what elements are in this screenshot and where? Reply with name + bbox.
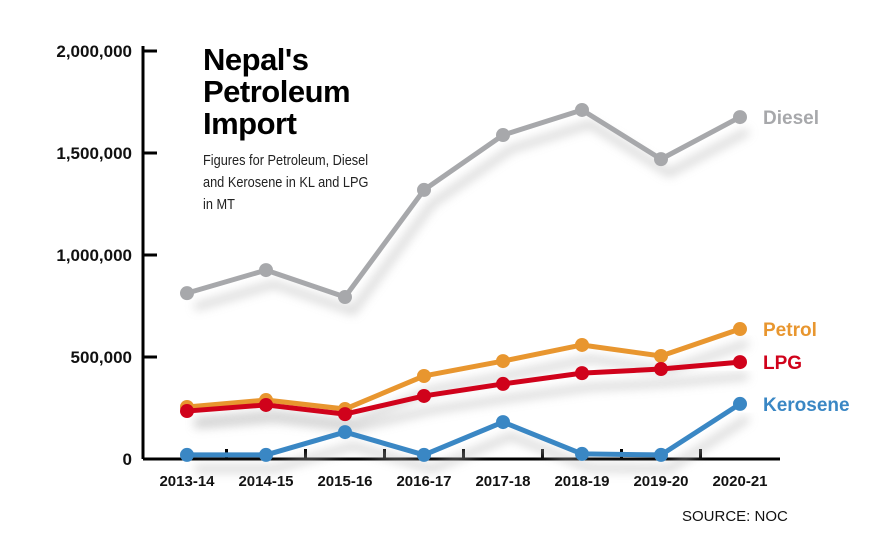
data-point-petrol	[417, 368, 431, 383]
data-point-lpg	[496, 376, 510, 391]
x-tick-label: 2018-19	[554, 473, 609, 490]
legend-label-petrol: Petrol	[763, 320, 817, 341]
data-point-lpg	[338, 407, 352, 422]
data-point-kerosene	[496, 415, 510, 430]
data-point-lpg	[180, 404, 194, 419]
data-point-kerosene	[733, 396, 747, 411]
y-tick-label: 1,500,000	[56, 144, 132, 163]
data-point-diesel	[496, 128, 510, 143]
source-note: SOURCE: NOC	[682, 508, 788, 525]
data-point-kerosene	[575, 446, 589, 461]
y-tick-label: 1,000,000	[56, 246, 132, 265]
series-shadow-kerosene	[195, 415, 750, 473]
data-point-petrol	[733, 322, 747, 337]
series-line-petrol	[186, 326, 741, 412]
chart-subtitle: Figures for Petroleum, Diesel and Kerose…	[203, 152, 369, 213]
legend-label-kerosene: Kerosene	[763, 395, 850, 416]
x-tick-label: 2015-16	[317, 473, 372, 490]
data-point-kerosene	[180, 447, 194, 462]
y-tick-label: 500,000	[71, 348, 132, 367]
data-point-diesel	[338, 290, 352, 305]
data-point-lpg	[417, 388, 431, 403]
series-line-lpg	[186, 359, 741, 417]
y-tick-label: 0	[123, 450, 132, 469]
series-shadow-diesel	[194, 120, 750, 315]
data-point-kerosene	[259, 447, 273, 462]
x-tick-label: 2017-18	[475, 473, 530, 490]
data-point-diesel	[259, 263, 273, 278]
data-point-petrol	[575, 337, 589, 352]
data-point-petrol	[496, 354, 510, 369]
data-point-kerosene	[654, 447, 668, 462]
series-shadow-lpg	[194, 373, 749, 432]
data-point-lpg	[733, 355, 747, 370]
x-tick-label: 2014-15	[238, 473, 293, 490]
series-line-kerosene	[187, 401, 742, 458]
data-point-kerosene	[338, 425, 352, 440]
x-tick-label: 2020-21	[712, 473, 767, 490]
series-line-diesel	[186, 107, 742, 300]
legend-label-lpg: LPG	[763, 353, 802, 374]
data-point-diesel	[417, 182, 431, 197]
data-point-diesel	[733, 110, 747, 125]
legend-label-diesel: Diesel	[763, 108, 819, 129]
data-point-kerosene	[417, 447, 431, 462]
chart-title: Nepal's Petroleum Import	[203, 42, 351, 141]
data-point-lpg	[259, 397, 273, 412]
x-tick-label: 2019-20	[633, 473, 688, 490]
y-tick-label: 2,000,000	[56, 42, 132, 61]
data-point-diesel	[575, 102, 589, 117]
data-point-diesel	[654, 152, 668, 167]
x-tick-label: 2013-14	[159, 473, 215, 490]
x-tick-label: 2016-17	[396, 473, 451, 490]
data-point-lpg	[654, 362, 668, 377]
data-point-diesel	[180, 286, 194, 301]
data-point-lpg	[575, 366, 589, 381]
data-point-petrol	[654, 348, 668, 363]
